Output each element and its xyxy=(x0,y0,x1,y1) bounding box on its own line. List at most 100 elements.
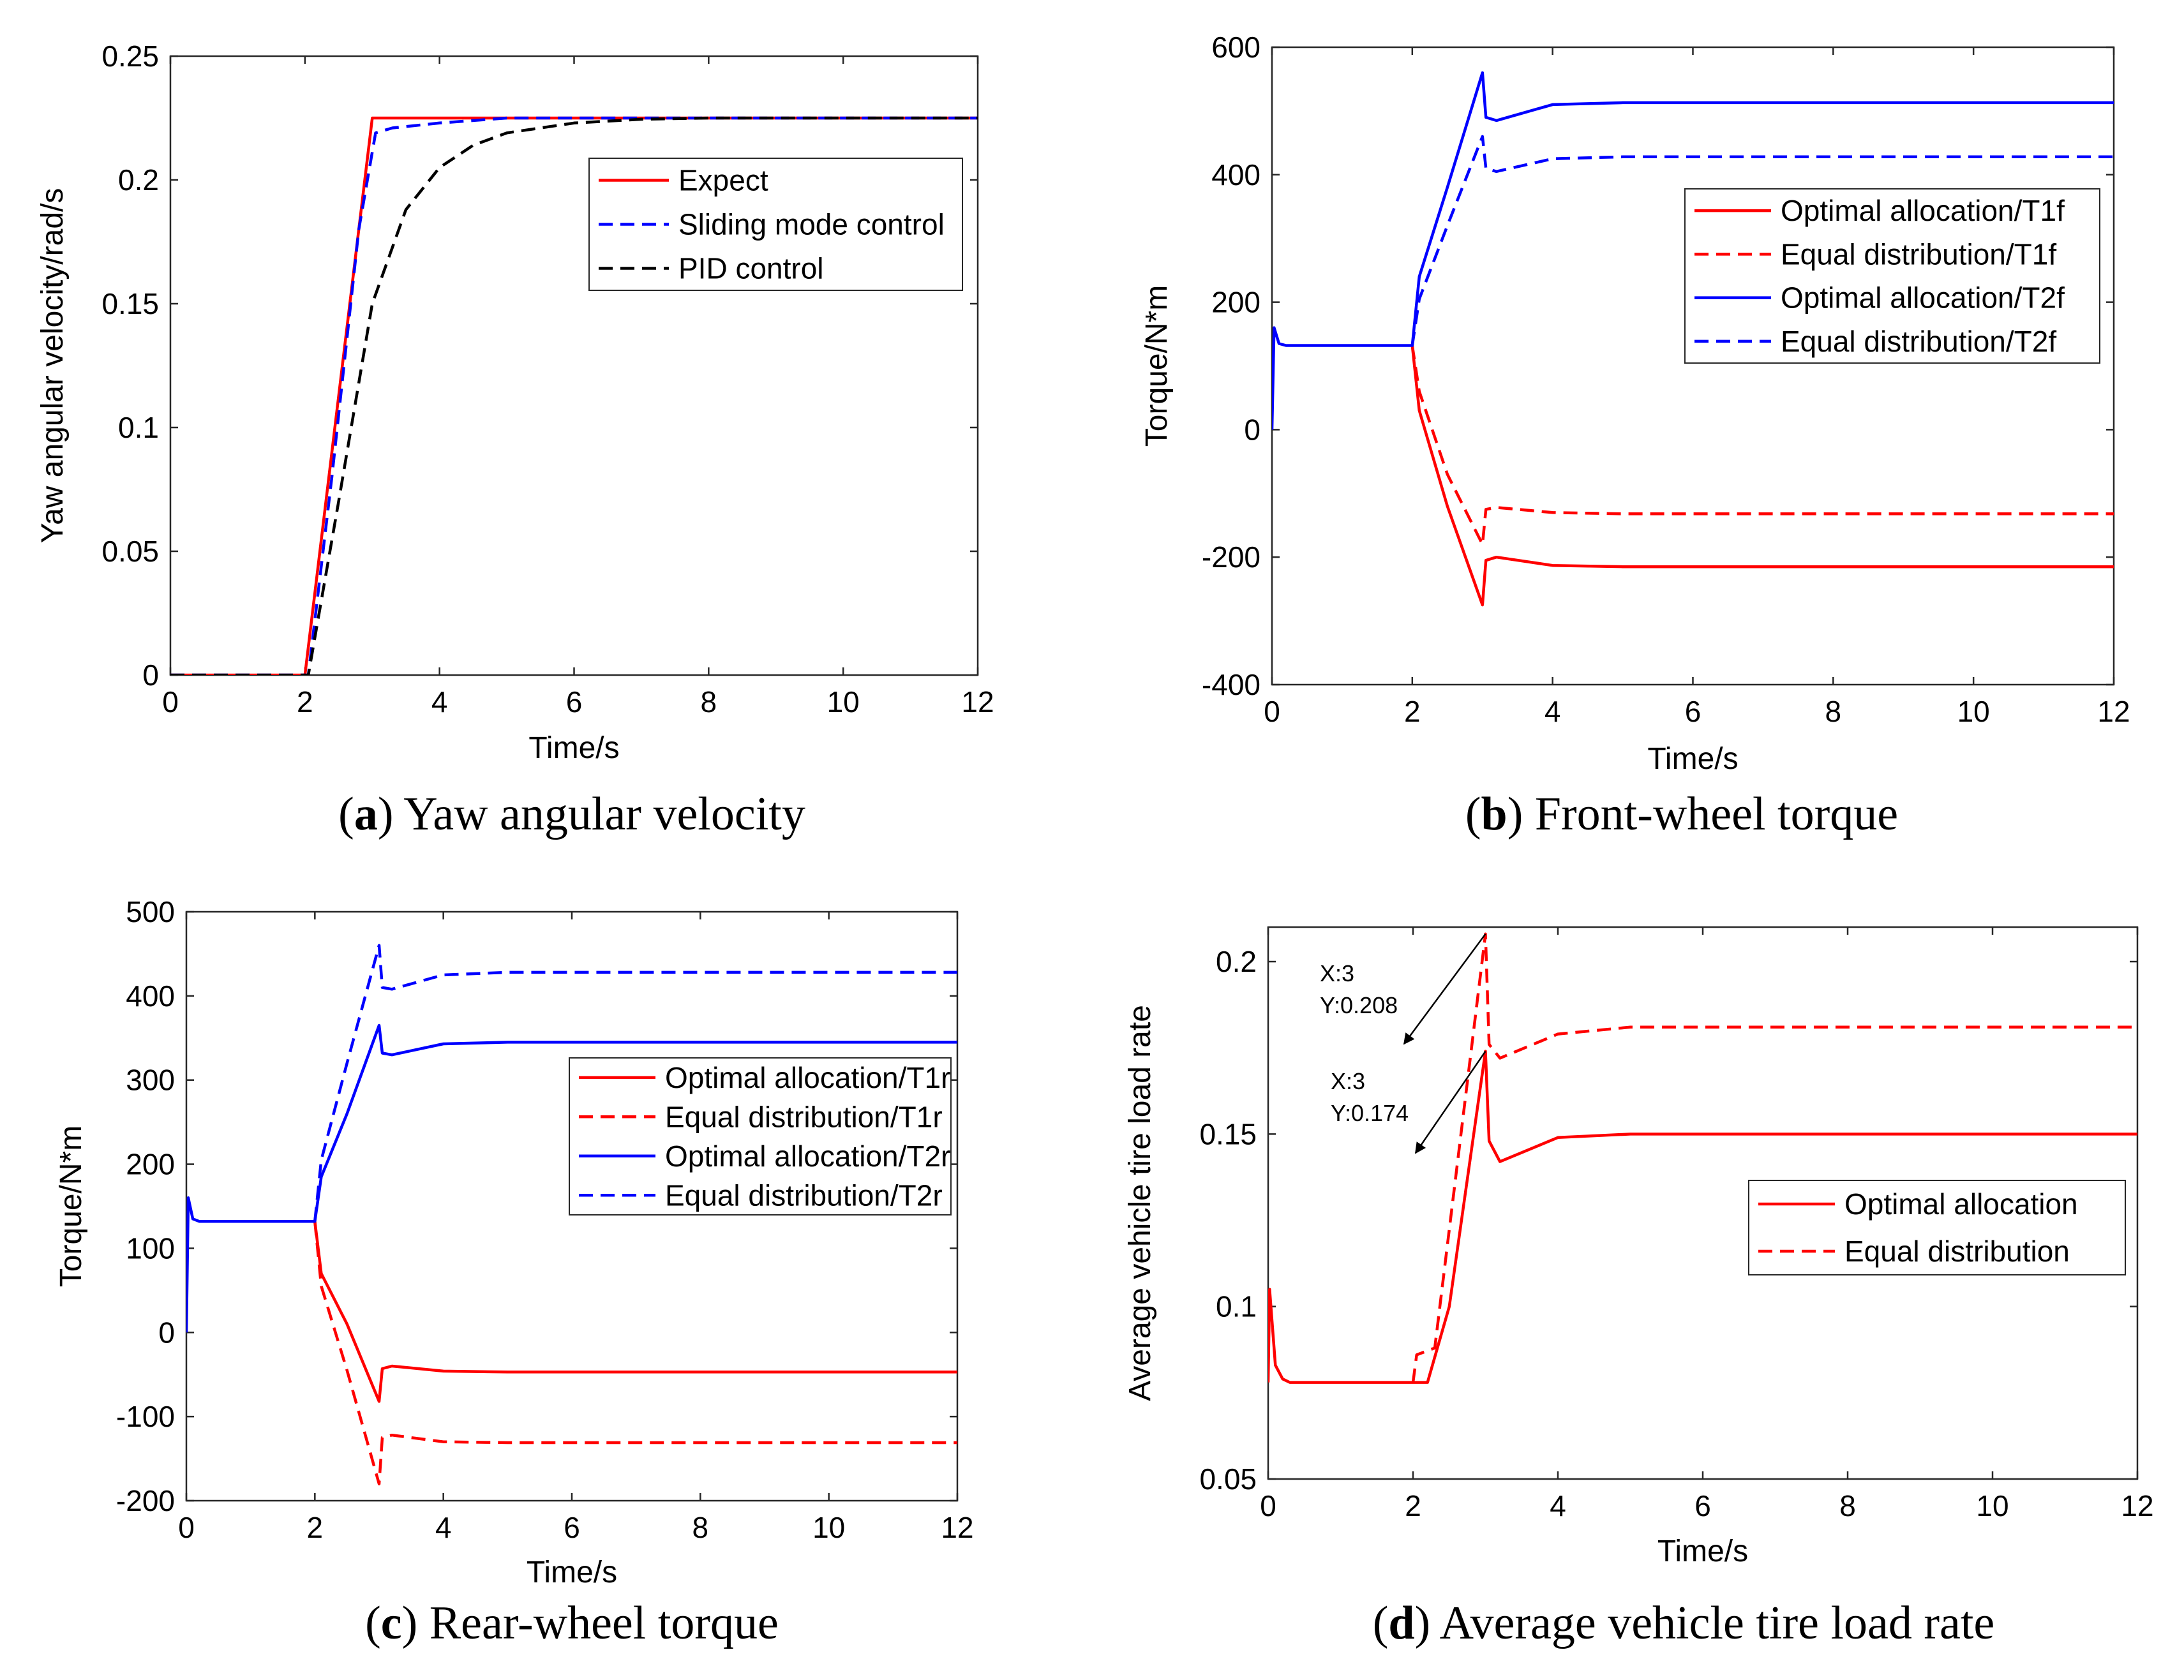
series-line-4 xyxy=(1410,135,2114,346)
x-tick-label: 2 xyxy=(307,1511,324,1544)
series-line-2 xyxy=(170,116,978,675)
caption: (a) Yaw angular velocity xyxy=(338,788,805,840)
series-line-1 xyxy=(1268,1050,2137,1384)
legend-label: Equal distribution/T1f xyxy=(1781,237,2056,271)
annotation: X:3 Y:0.208 xyxy=(1320,933,1486,1045)
annotation-label-x: X:3 xyxy=(1320,960,1354,986)
legend: Optimal allocation/T1r Equal distribution… xyxy=(569,1057,952,1215)
x-tick-label: 6 xyxy=(566,685,583,718)
y-tick-label: 500 xyxy=(126,895,175,928)
caption-open-paren: ( xyxy=(338,788,354,840)
plot-frame xyxy=(1271,46,2115,686)
x-tick-label: 6 xyxy=(564,1511,580,1544)
x-tick-label: 0 xyxy=(178,1511,195,1544)
legend: Expect Sliding mode control PID control xyxy=(588,158,963,291)
caption-text: Front-wheel torque xyxy=(1523,788,1898,840)
legend-label: Equal distribution/T1r xyxy=(665,1100,943,1133)
y-tick-label: 0 xyxy=(158,1316,175,1349)
x-tick-label: 8 xyxy=(1839,1489,1856,1522)
chart-a: 0 2 4 6 8 10 12 0 0.05 0.1 0.15 0.2 0.25 Time/s Yaw an… xyxy=(36,40,994,840)
series-line-3 xyxy=(170,116,978,675)
x-tick-label: 2 xyxy=(1405,1489,1421,1522)
x-tick-label: 12 xyxy=(2097,695,2130,728)
caption: (d) Average vehicle tire load rate xyxy=(1373,1597,1995,1649)
caption-open-paren: ( xyxy=(1373,1597,1389,1649)
y-tick-label: 100 xyxy=(126,1231,175,1265)
y-tick-label: 200 xyxy=(1211,286,1260,319)
x-tick-label: 8 xyxy=(692,1511,709,1544)
legend-box xyxy=(1748,1180,2126,1275)
y-axis-label: Torque/N*m xyxy=(1140,285,1174,447)
y-tick-label: 0.2 xyxy=(1216,945,1257,978)
x-axis-label: Time/s xyxy=(1657,1535,1748,1568)
caption-close-paren: ) xyxy=(1507,788,1523,840)
y-tick-label: 0.2 xyxy=(118,163,159,197)
y-tick-label: 300 xyxy=(126,1064,175,1097)
x-axis-label: Time/s xyxy=(527,1556,617,1589)
y-tick-label: 400 xyxy=(126,979,175,1013)
x-tick-label: 10 xyxy=(812,1511,845,1544)
legend-label: Expect xyxy=(678,164,768,197)
x-tick-label: 2 xyxy=(297,685,313,718)
annotation-label-x: X:3 xyxy=(1331,1068,1365,1094)
annotation: X:3 Y:0.174 xyxy=(1331,1050,1486,1154)
y-tick-label: 600 xyxy=(1211,31,1260,64)
y-tick-label: 0.1 xyxy=(118,411,159,444)
legend: Optimal allocation Equal distribution xyxy=(1748,1180,2126,1275)
caption-open-paren: ( xyxy=(365,1597,381,1649)
x-tick-label: 4 xyxy=(431,685,448,718)
caption-text: Rear-wheel torque xyxy=(417,1597,779,1649)
caption-open-paren: ( xyxy=(1465,788,1481,840)
annotation-label-y: Y:0.174 xyxy=(1331,1100,1409,1126)
x-tick-label: 2 xyxy=(1404,695,1421,728)
series-group xyxy=(1272,71,2114,607)
legend-label: PID control xyxy=(678,252,824,285)
plot-frame xyxy=(169,55,979,676)
y-tick-label: 0.15 xyxy=(1199,1117,1257,1150)
annotation-arrow xyxy=(1414,1050,1486,1154)
caption-close-paren: ) xyxy=(378,788,394,840)
legend-label: Optimal allocation/T1r xyxy=(665,1061,950,1094)
legend-label: Equal distribution xyxy=(1844,1235,2070,1268)
x-tick-label: 4 xyxy=(1550,1489,1566,1522)
y-tick-label: 0.05 xyxy=(1199,1462,1257,1496)
caption-close-paren: ) xyxy=(402,1597,418,1649)
x-tick-label: 4 xyxy=(435,1511,452,1544)
x-tick-label: 10 xyxy=(1976,1489,2008,1522)
x-tick-label: 6 xyxy=(1685,695,1702,728)
y-axis-label: Average vehicle tire load rate xyxy=(1123,1005,1157,1401)
caption-text: Average vehicle tire load rate xyxy=(1430,1597,1994,1649)
series-line-3 xyxy=(186,1023,957,1333)
annotation-label-y: Y:0.208 xyxy=(1320,992,1398,1018)
legend-label: Optimal allocation xyxy=(1844,1187,2078,1221)
caption-text: Yaw angular velocity xyxy=(393,788,805,840)
annotation-arrow xyxy=(1403,933,1486,1045)
legend-label: Sliding mode control xyxy=(678,208,945,241)
x-tick-label: 12 xyxy=(961,685,994,718)
series-line-2 xyxy=(313,1221,957,1485)
y-axis-label: Torque/N*m xyxy=(54,1126,88,1287)
y-tick-label: 0.15 xyxy=(101,287,159,320)
x-tick-label: 8 xyxy=(1825,695,1842,728)
y-tick-label: -200 xyxy=(1202,540,1260,574)
legend: Optimal allocation/T1f Equal distribution… xyxy=(1684,188,2100,364)
x-axis-label: Time/s xyxy=(1647,742,1738,776)
legend-box xyxy=(1684,188,2100,364)
chart-d: 0 2 4 6 8 10 12 0.05 0.1 0.15 0.2 Time/s Average veh… xyxy=(1123,926,2154,1649)
y-tick-label: 400 xyxy=(1211,158,1260,191)
x-tick-label: 4 xyxy=(1545,695,1561,728)
chart-b: 0 2 4 6 8 10 12 -400 -200 0 200 400 600 Time/s Torque/… xyxy=(1140,31,2130,840)
caption: (c) Rear-wheel torque xyxy=(365,1597,779,1649)
y-tick-label: 0.1 xyxy=(1216,1290,1257,1323)
x-tick-label: 6 xyxy=(1694,1489,1711,1522)
caption-letter: b xyxy=(1481,788,1507,840)
series-line-2 xyxy=(1411,932,2137,1383)
x-tick-label: 0 xyxy=(1260,1489,1276,1522)
series-group xyxy=(186,944,957,1485)
series-group xyxy=(1268,932,2137,1384)
x-tick-label: 8 xyxy=(701,685,717,718)
caption-close-paren: ) xyxy=(1415,1597,1431,1649)
y-tick-label: 0 xyxy=(1244,413,1260,446)
